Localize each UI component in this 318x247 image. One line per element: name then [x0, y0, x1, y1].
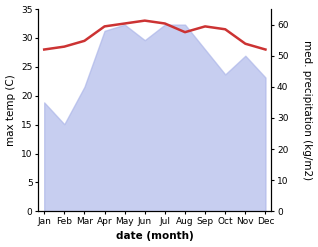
- Y-axis label: med. precipitation (kg/m2): med. precipitation (kg/m2): [302, 40, 313, 180]
- Y-axis label: max temp (C): max temp (C): [5, 74, 16, 146]
- X-axis label: date (month): date (month): [116, 231, 194, 242]
